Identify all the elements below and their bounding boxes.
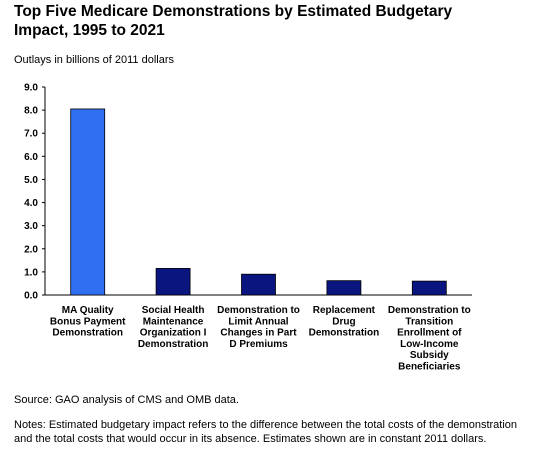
y-tick-label: 1.0: [24, 267, 38, 278]
y-tick-label: 5.0: [24, 175, 38, 186]
chart-title: Top Five Medicare Demonstrations by Esti…: [14, 2, 514, 40]
bar: [70, 108, 106, 296]
chart-title-line-1: Top Five Medicare Demonstrations by Esti…: [14, 3, 453, 20]
y-tick-label: 0.0: [24, 291, 38, 302]
bar: [241, 273, 276, 296]
y-tick-label: 6.0: [24, 152, 38, 163]
bar: [155, 268, 191, 296]
y-tick-label: 7.0: [24, 129, 38, 140]
category-label: Demonstration to Limit Annual Changes in P…: [217, 305, 300, 350]
source-note: Source: GAO analysis of CMS and OMB data…: [14, 394, 239, 406]
bar: [411, 280, 447, 296]
bar-chart: 0.0 1.0 2.0 3.0 4.0 5.0 6.0 7.0 8.0 9.0 MA Quality…: [24, 83, 472, 373]
chart-title-line-2: Impact, 1995 to 2021: [14, 22, 165, 39]
y-tick-label: 8.0: [24, 106, 38, 117]
category-label: Replacement Drug Demonstration: [309, 305, 380, 339]
y-tick-label: 2.0: [24, 244, 38, 255]
chart-subtitle: Outlays in billions of 2011 dollars: [14, 54, 174, 66]
y-tick-label: 3.0: [24, 221, 38, 232]
category-label: MA Quality Bonus Payment Demonstration: [50, 305, 126, 339]
notes-text: Notes: Estimated budgetary impact refers…: [14, 419, 518, 445]
y-tick-label: 9.0: [24, 83, 38, 94]
category-label: Social Health Maintenance Organization I De…: [138, 305, 209, 350]
bar: [326, 280, 362, 296]
y-tick-label: 4.0: [24, 198, 38, 209]
category-label: Demonstration to Transition Enrollment of L…: [388, 305, 471, 373]
